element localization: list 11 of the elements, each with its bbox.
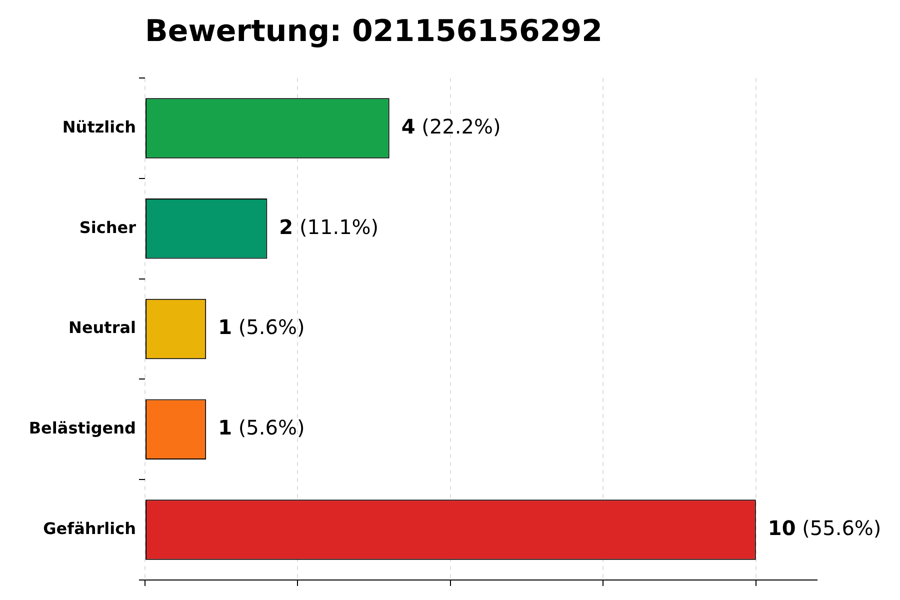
- data-label: 1 (5.6%): [218, 416, 305, 440]
- data-label: 10 (55.6%): [768, 516, 882, 540]
- y-tick-label: Nützlich: [62, 117, 136, 136]
- y-tick-label: Belästigend: [28, 418, 136, 438]
- y-tick-label: Neutral: [68, 318, 136, 338]
- y-tick-label: Gefährlich: [43, 518, 136, 538]
- data-label: 4 (22.2%): [401, 114, 501, 138]
- y-tick-label: Sicher: [79, 218, 136, 237]
- data-label: 1 (5.6%): [218, 315, 305, 340]
- data-label: 2 (11.1%): [279, 214, 379, 239]
- chart-title: Bewertung: 021156156292: [145, 14, 603, 49]
